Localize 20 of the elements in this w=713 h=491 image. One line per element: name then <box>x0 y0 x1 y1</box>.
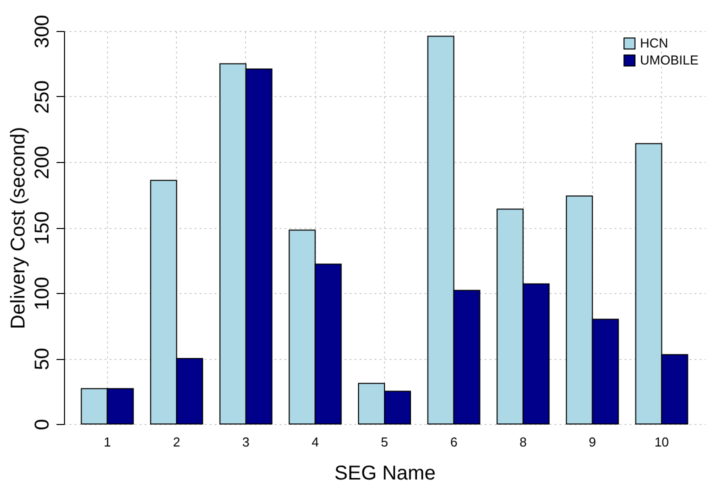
y-tick-label: 150 <box>32 211 54 245</box>
x-tick-label: 1 <box>104 434 111 450</box>
x-tick-label: 6 <box>450 434 458 450</box>
x-tick-label: 10 <box>654 434 669 450</box>
y-tick-label: 200 <box>32 146 54 180</box>
y-tick-label: 50 <box>32 348 54 370</box>
x-tick-label: 4 <box>312 434 319 450</box>
y-tick-label: 0 <box>32 418 54 430</box>
y-tick-label: 100 <box>32 276 54 310</box>
x-tick-label: 5 <box>380 434 388 450</box>
legend-label: UMOBILE <box>640 52 699 68</box>
y-axis-title: Delivery Cost (second) <box>8 126 30 330</box>
x-tick-label: 9 <box>588 434 596 450</box>
y-tick-label: 250 <box>32 80 54 114</box>
x-tick-label: 8 <box>519 434 527 450</box>
y-tick-label: 300 <box>32 14 54 48</box>
x-tick-label: 3 <box>242 434 250 450</box>
x-tick-label: 2 <box>172 434 180 450</box>
legend-label: HCN <box>640 36 668 50</box>
x-axis-title: SEG Name <box>334 462 436 484</box>
